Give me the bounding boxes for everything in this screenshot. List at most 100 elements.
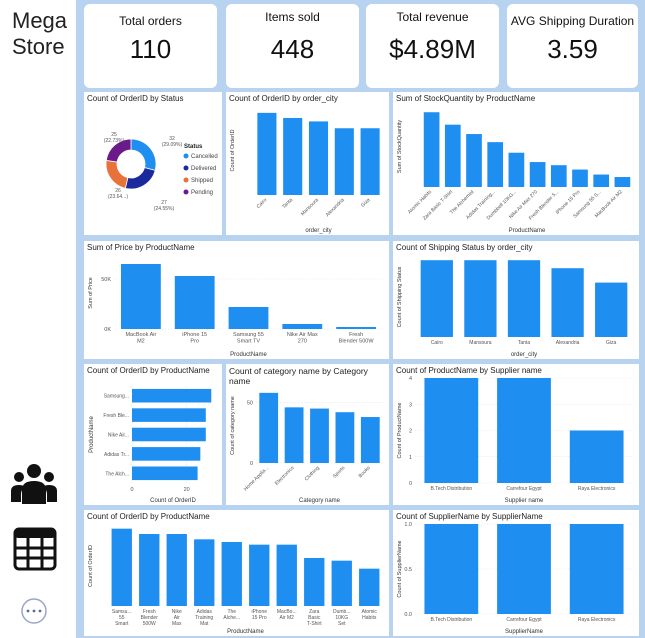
- bar: [497, 524, 551, 614]
- chart-panel-price[interactable]: Sum of Price by ProductName 0K 50K MacBook…: [84, 241, 389, 359]
- x-tick-label: Raya Electronics: [578, 486, 616, 492]
- y-axis-title: Count of OrderID: [230, 130, 236, 172]
- bar: [487, 142, 504, 187]
- chart-title: Count of OrderID by Status: [87, 94, 184, 103]
- chart-panel-suppliername[interactable]: Count of SupplierName by SupplierName 0.…: [393, 510, 639, 636]
- chart-panel-category[interactable]: Count of category name by Category name …: [226, 364, 389, 505]
- bar: [551, 268, 584, 337]
- x-axis-title: SupplierName: [505, 629, 544, 635]
- bar: [111, 528, 132, 606]
- x-tick-label: Alexandria: [325, 197, 346, 218]
- x-tick-label: Electronics: [274, 465, 296, 487]
- x-axis-title: Count of OrderID: [150, 498, 196, 504]
- x-tick-label: Carrefour Egypt: [506, 486, 542, 492]
- chart-title: Count of OrderID by order_city: [229, 94, 338, 103]
- pie-slice: [105, 159, 129, 189]
- x-tick-label: Samsu... 55 Smart: [112, 609, 132, 627]
- kpi-value: 110: [129, 34, 172, 64]
- bar: [132, 427, 206, 442]
- x-tick-label: Mansoura: [469, 340, 491, 346]
- brand-line-2: Store: [12, 34, 65, 59]
- bar: [276, 544, 297, 606]
- chart-svg: 32 (29.09%) 27 (24.55%) 26 (23.64...) 25 (22.73…: [104, 132, 218, 212]
- chart-panel-orderprod2[interactable]: Count of OrderID by ProductName Samsu...…: [84, 510, 389, 636]
- data-label: 26 (23.64...): [108, 188, 128, 200]
- y-tick-label: Nike Air...: [108, 433, 129, 439]
- bar: [331, 560, 352, 606]
- x-axis-title: order_city: [305, 228, 331, 234]
- x-tick-label: Raya Electronics: [578, 617, 616, 623]
- chart-title: Sum of StockQuantity by ProductName: [396, 94, 536, 103]
- chart-panel-status[interactable]: Count of OrderID by Status 32 (29.09%) 27(…: [84, 92, 222, 235]
- kpi-label: AVG Shipping Duration: [510, 14, 635, 28]
- chart-panel-stock[interactable]: Sum of StockQuantity by ProductName Atom…: [393, 92, 639, 235]
- x-tick-label: Tanta: [281, 197, 294, 210]
- table-icon[interactable]: [13, 527, 57, 571]
- bar: [174, 276, 215, 329]
- kpi-items-sold: Items sold 448: [226, 4, 359, 88]
- bar: [132, 447, 201, 461]
- bar: [444, 124, 461, 187]
- y-tick-label: The Alch...: [105, 471, 129, 477]
- x-tick-label: Zara Basic T-Shirt: [307, 609, 322, 627]
- chart-panel-city[interactable]: Count of OrderID by order_city Cairo Tant…: [226, 92, 389, 235]
- chart-svg: 0 1 2 3 4 B.Tech Distribution Carrefour Egypt R…: [397, 376, 633, 504]
- y-axis-title: Count of category name: [230, 396, 236, 455]
- chart-svg: Samsu... 55 Smart Fresh Blender 500W Nike Air Ma…: [88, 528, 380, 635]
- chart-svg: 0.0 0.5 1.0 B.Tech Distribution Carrefour Eg…: [397, 522, 633, 635]
- x-tick-label: Carrefour Egypt: [506, 617, 542, 623]
- users-icon[interactable]: [10, 462, 58, 506]
- x-axis-title: Category name: [299, 498, 341, 504]
- bar: [284, 407, 304, 463]
- x-tick-label: iPhone 15 Pro: [251, 609, 267, 621]
- bar: [360, 417, 380, 463]
- kpi-avg-shipping-duration: AVG Shipping Duration 3.59: [507, 4, 638, 88]
- pie-slice: [124, 167, 156, 190]
- legend-marker: [183, 189, 189, 195]
- bar: [228, 307, 269, 329]
- x-tick-label: MacBo... Air M2: [277, 609, 297, 621]
- bar: [614, 177, 631, 187]
- y-tick-label: 1: [409, 455, 412, 461]
- x-tick-label: Nike Air Max 270: [287, 332, 318, 345]
- x-tick-label: Fresh Blender 500W: [141, 609, 159, 627]
- x-tick-label: Home Applia...: [243, 465, 270, 492]
- chart-panel-supplier[interactable]: Count of ProductName by Supplier name 0 1…: [393, 364, 639, 505]
- chart-panel-shipcity[interactable]: Count of Shipping Status by order_city C…: [393, 241, 639, 359]
- sidebar: Mega Store: [0, 0, 76, 638]
- chart-svg: Cairo Tanta Mansoura Alexandria Giza order_ci…: [230, 112, 380, 234]
- chart-title: Count of ProductName by Supplier name: [396, 366, 542, 375]
- bar: [508, 152, 525, 187]
- data-label: 25 (22.73%): [104, 132, 125, 144]
- kpi-label: Total orders: [119, 14, 182, 28]
- data-label: 32 (29.09%): [162, 136, 183, 148]
- x-tick-label: Samsung 55 Smart TV: [233, 332, 264, 345]
- bar: [420, 260, 453, 337]
- x-tick-label: Giza: [606, 340, 617, 346]
- chart-panel-orderprod[interactable]: Count of OrderID by ProductName 0 20 Samsu…: [84, 364, 222, 505]
- logo-icon[interactable]: [20, 597, 48, 625]
- x-axis-title: ProductName: [509, 228, 546, 234]
- legend-title: Status: [184, 144, 203, 150]
- x-tick-label: MacBook Air M2: [125, 332, 156, 345]
- bar: [283, 117, 303, 195]
- pie-slice: [130, 138, 157, 171]
- y-axis-title: Count of ProductName: [397, 403, 403, 459]
- kpi-total-orders: Total orders 110: [84, 4, 217, 88]
- x-tick-label: Tanta: [518, 340, 530, 346]
- bar: [259, 392, 279, 463]
- bar: [497, 378, 551, 483]
- legend-marker: [183, 177, 189, 183]
- pie-slice: [105, 138, 132, 163]
- kpi-total-revenue: Total revenue $4.89M: [366, 4, 499, 88]
- bar: [304, 558, 325, 606]
- chart-title: Count of category name by Category name: [229, 366, 368, 386]
- x-tick-label: Cairo: [431, 340, 443, 346]
- x-tick-label: Giza: [360, 197, 372, 209]
- bar: [132, 466, 198, 481]
- y-axis-title: Count of Shipping Status: [397, 266, 403, 327]
- bar: [194, 539, 215, 606]
- chart-title: Count of OrderID by ProductName: [87, 512, 210, 521]
- bar: [221, 542, 242, 606]
- kpi-label: Total revenue: [396, 10, 469, 24]
